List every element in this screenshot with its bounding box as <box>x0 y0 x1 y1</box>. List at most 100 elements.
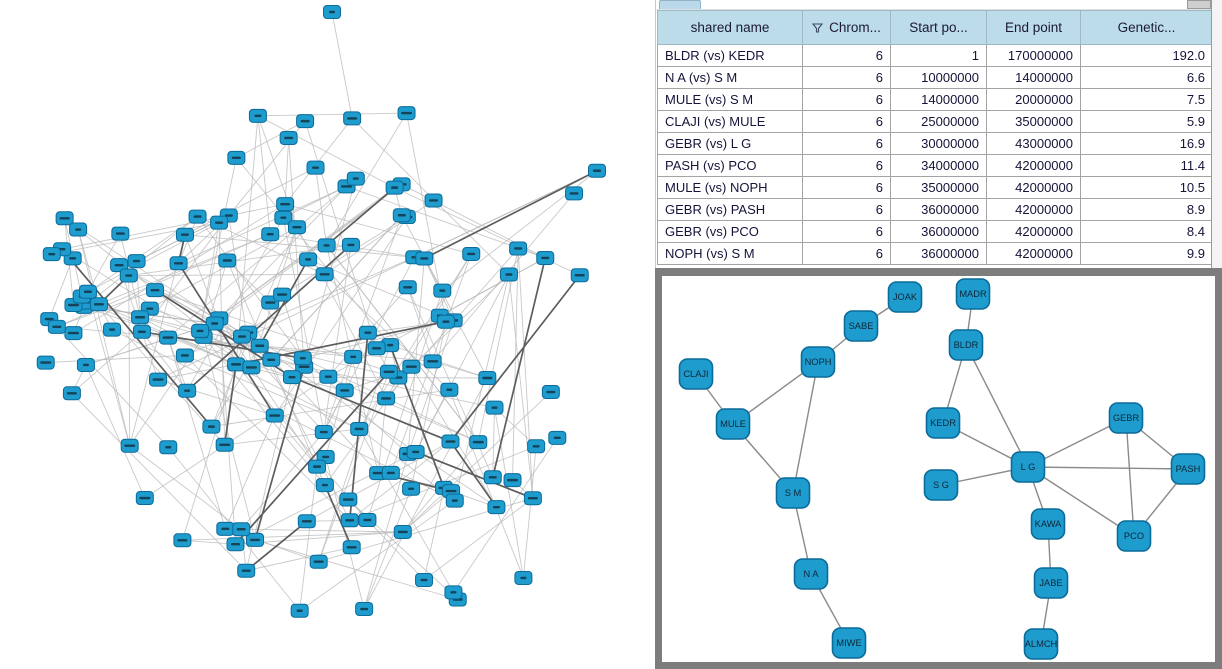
graph-node[interactable] <box>527 439 546 454</box>
graph-node-claji[interactable]: CLAJI <box>678 358 714 390</box>
graph-node[interactable] <box>478 371 497 386</box>
cell-value[interactable]: 42000000 <box>986 242 1081 265</box>
graph-node-lg[interactable]: L G <box>1010 451 1046 483</box>
graph-node[interactable] <box>169 256 188 271</box>
cell-value[interactable]: 9.9 <box>1080 242 1213 265</box>
table-row[interactable]: CLAJI (vs) MULE 6 25000000 35000000 5.9 <box>657 110 1213 133</box>
graph-node[interactable] <box>487 500 506 515</box>
graph-node[interactable] <box>47 319 66 334</box>
graph-node[interactable] <box>103 322 122 337</box>
table-row[interactable]: NOPH (vs) S M 6 36000000 42000000 9.9 <box>657 242 1213 265</box>
cell-value[interactable]: 6 <box>802 154 891 177</box>
graph-node-jabe[interactable]: JABE <box>1033 567 1069 599</box>
graph-node[interactable] <box>317 238 336 253</box>
graph-node[interactable] <box>423 354 442 369</box>
graph-node[interactable] <box>78 284 97 299</box>
cell-value[interactable]: 14000000 <box>986 66 1081 89</box>
graph-node[interactable] <box>290 603 309 618</box>
graph-node[interactable] <box>350 421 369 436</box>
column-header-end-point[interactable]: End point <box>986 10 1081 45</box>
graph-node[interactable] <box>397 106 416 121</box>
table-row[interactable]: GEBR (vs) PCO 6 36000000 42000000 8.4 <box>657 220 1213 243</box>
graph-node[interactable] <box>188 209 207 224</box>
column-header-genetic[interactable]: Genetic... <box>1080 10 1213 45</box>
graph-node[interactable] <box>415 251 434 266</box>
graph-node[interactable] <box>173 533 192 548</box>
scrollbar-stub[interactable] <box>1187 0 1211 9</box>
graph-node[interactable] <box>587 163 606 178</box>
graph-node[interactable] <box>262 352 281 367</box>
graph-node[interactable] <box>232 522 251 537</box>
graph-node[interactable] <box>146 283 165 298</box>
graph-node[interactable] <box>265 408 284 423</box>
graph-node[interactable] <box>339 492 358 507</box>
graph-node[interactable] <box>111 226 130 241</box>
cell-value[interactable]: 6.6 <box>1080 66 1213 89</box>
graph-node[interactable] <box>342 540 361 555</box>
graph-node[interactable] <box>110 258 129 273</box>
graph-node[interactable] <box>367 341 386 356</box>
cell-value[interactable]: 25000000 <box>890 110 987 133</box>
graph-node[interactable] <box>299 252 318 267</box>
graph-node[interactable] <box>415 572 434 587</box>
cell-value[interactable]: 35000000 <box>890 176 987 199</box>
graph-node[interactable] <box>385 180 404 195</box>
cell-value[interactable]: 192.0 <box>1080 44 1213 67</box>
cell-value[interactable]: 35000000 <box>986 110 1081 133</box>
graph-node[interactable] <box>308 459 327 474</box>
graph-node[interactable] <box>445 493 464 508</box>
graph-node[interactable] <box>227 150 246 165</box>
graph-node[interactable] <box>127 254 146 269</box>
graph-node-bldr[interactable]: BLDR <box>948 329 984 361</box>
cell-value[interactable]: 16.9 <box>1080 132 1213 155</box>
cell-value[interactable]: 42000000 <box>986 154 1081 177</box>
graph-edge-LG-PASH[interactable] <box>1027 466 1189 470</box>
graph-node[interactable] <box>570 268 589 283</box>
cell-value[interactable]: 6 <box>802 88 891 111</box>
table-row[interactable]: N A (vs) S M 6 10000000 14000000 6.6 <box>657 66 1213 89</box>
graph-node[interactable] <box>402 359 421 374</box>
graph-node[interactable] <box>159 440 178 455</box>
graph-node[interactable] <box>279 130 298 145</box>
table-row[interactable]: GEBR (vs) L G 6 30000000 43000000 16.9 <box>657 132 1213 155</box>
graph-node[interactable] <box>341 237 360 252</box>
cell-shared-name[interactable]: NOPH (vs) S M <box>657 242 803 265</box>
graph-node[interactable] <box>381 338 400 353</box>
graph-node[interactable] <box>499 267 518 282</box>
cell-value[interactable]: 8.9 <box>1080 198 1213 221</box>
graph-node-madr[interactable]: MADR <box>955 278 991 310</box>
cell-value[interactable]: 36000000 <box>890 220 987 243</box>
graph-node[interactable] <box>381 465 400 480</box>
graph-node[interactable] <box>462 246 481 261</box>
graph-node[interactable] <box>358 325 377 340</box>
cell-value[interactable]: 11.4 <box>1080 154 1213 177</box>
cell-value[interactable]: 30000000 <box>890 132 987 155</box>
graph-node[interactable] <box>315 267 334 282</box>
graph-node[interactable] <box>215 437 234 452</box>
cell-value[interactable]: 6 <box>802 242 891 265</box>
graph-node[interactable] <box>276 197 295 212</box>
cell-value[interactable]: 6 <box>802 220 891 243</box>
cell-value[interactable]: 6 <box>802 198 891 221</box>
graph-node[interactable] <box>287 220 306 235</box>
graph-node[interactable] <box>226 537 245 552</box>
cell-shared-name[interactable]: GEBR (vs) PASH <box>657 198 803 221</box>
graph-node-pco[interactable]: PCO <box>1116 520 1152 552</box>
network-overview-panel[interactable] <box>0 0 655 669</box>
graph-node[interactable] <box>227 357 246 372</box>
graph-node-joak[interactable]: JOAK <box>887 281 923 313</box>
graph-node[interactable] <box>358 512 377 527</box>
table-row[interactable]: BLDR (vs) KEDR 6 1 170000000 192.0 <box>657 44 1213 67</box>
cell-value[interactable]: 6 <box>802 176 891 199</box>
table-row[interactable]: GEBR (vs) PASH 6 36000000 42000000 8.9 <box>657 198 1213 221</box>
graph-node[interactable] <box>398 280 417 295</box>
graph-node[interactable] <box>514 570 533 585</box>
graph-node[interactable] <box>175 227 194 242</box>
graph-node[interactable] <box>523 491 542 506</box>
graph-node[interactable] <box>246 532 265 547</box>
cell-value[interactable]: 42000000 <box>986 198 1081 221</box>
graph-node[interactable] <box>393 524 412 539</box>
graph-node[interactable] <box>250 338 269 353</box>
table-row[interactable]: MULE (vs) S M 6 14000000 20000000 7.5 <box>657 88 1213 111</box>
graph-node[interactable] <box>441 434 460 449</box>
